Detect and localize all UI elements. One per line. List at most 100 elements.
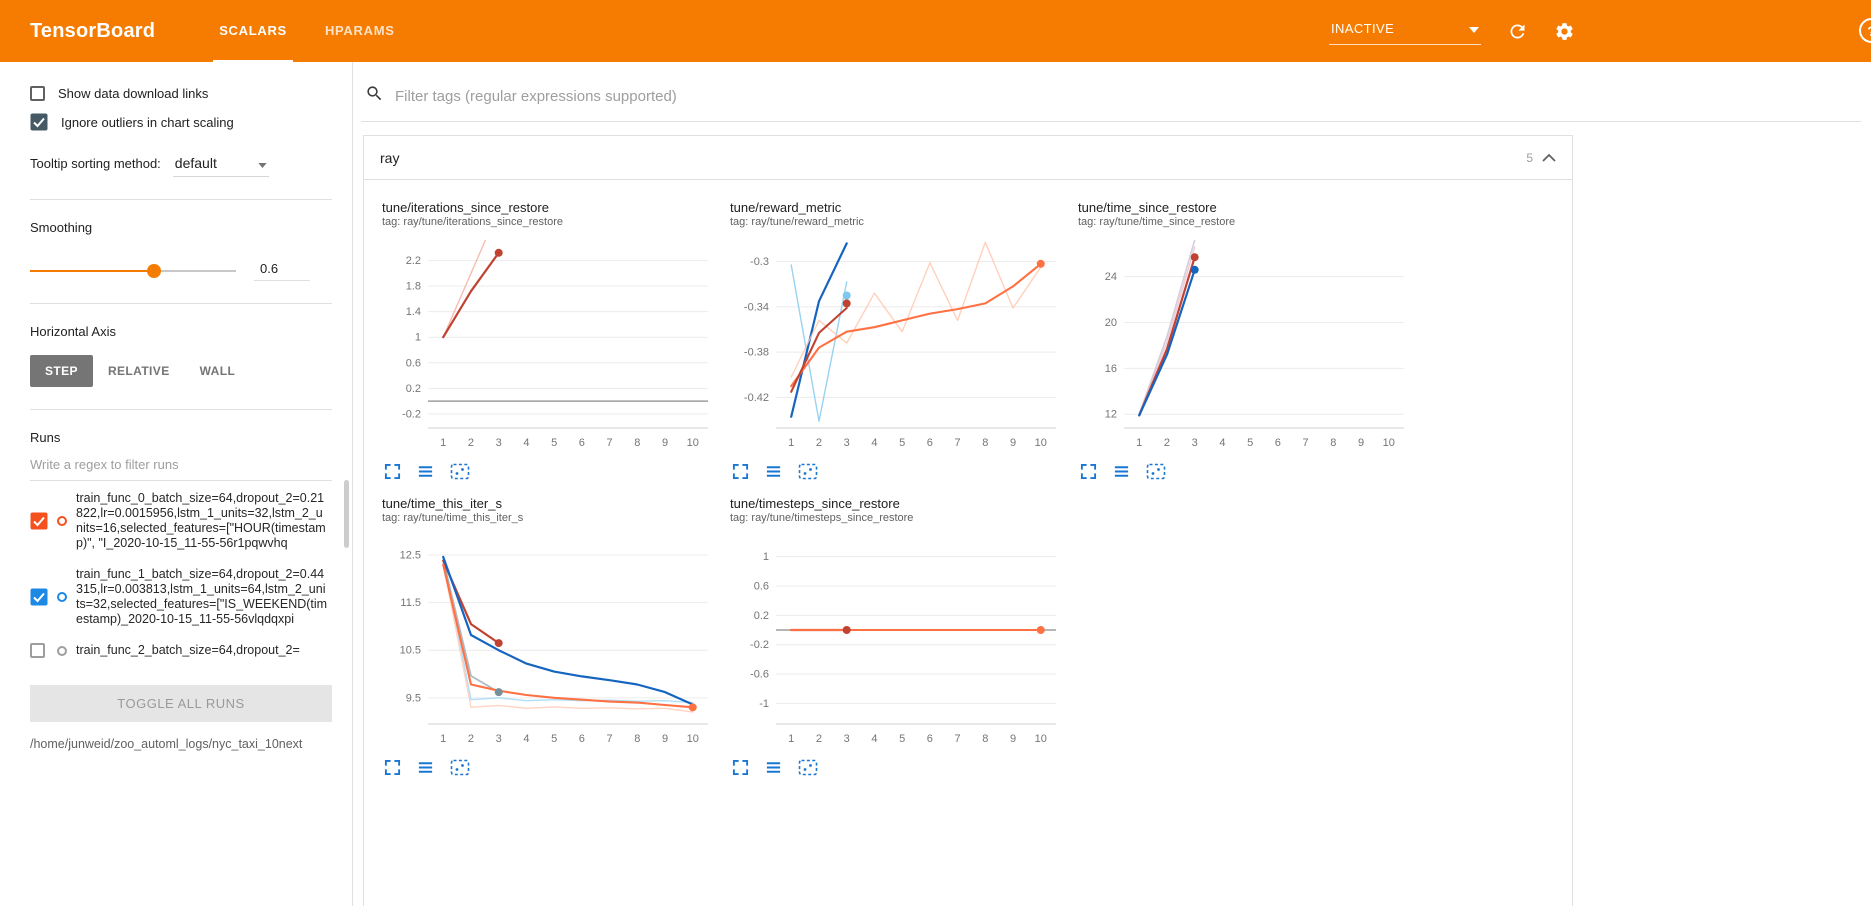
svg-text:4: 4	[523, 733, 529, 745]
help-icon[interactable]: ?	[1859, 18, 1871, 43]
sidebar-scrollbar-thumb[interactable]	[344, 480, 349, 548]
svg-text:6: 6	[579, 437, 585, 449]
axis-wall-button[interactable]: WALL	[185, 355, 251, 387]
svg-text:-1: -1	[759, 698, 769, 710]
svg-text:12: 12	[1105, 409, 1117, 421]
run-checkbox[interactable]	[30, 643, 45, 658]
chart-plot[interactable]: -0.2 0.2 0.6 1 1.4 1.8 2.2 1 2 3 4 5 6 7 8 9 10	[380, 232, 716, 454]
expand-chart-icon[interactable]	[1080, 463, 1097, 480]
menu-lines-icon[interactable]	[765, 759, 782, 776]
svg-text:1: 1	[415, 332, 421, 344]
svg-text:7: 7	[607, 733, 613, 745]
svg-text:2: 2	[468, 733, 474, 745]
menu-lines-icon[interactable]	[417, 759, 434, 776]
app-header: TensorBoard SCALARS HPARAMS INACTIVE ?	[0, 0, 1871, 62]
run-checkbox[interactable]	[30, 512, 48, 530]
chevron-down-icon	[258, 155, 267, 171]
svg-text:9: 9	[1010, 733, 1016, 745]
svg-text:10: 10	[1035, 733, 1047, 745]
charts-grid: tune/iterations_since_restore tag: ray/tu…	[364, 180, 1572, 790]
tag-filter-input[interactable]	[395, 87, 1857, 105]
chart-title: tune/time_since_restore	[1078, 200, 1217, 215]
search-icon	[365, 84, 384, 108]
fit-domain-icon[interactable]	[1146, 463, 1166, 480]
fit-domain-icon[interactable]	[450, 759, 470, 776]
tab-scalars[interactable]: SCALARS	[213, 0, 293, 62]
axis-step-button[interactable]: STEP	[30, 355, 93, 387]
svg-text:3: 3	[496, 733, 502, 745]
chart-toolbar	[1080, 463, 1416, 480]
chart-toolbar	[384, 759, 720, 776]
svg-text:6: 6	[579, 733, 585, 745]
menu-lines-icon[interactable]	[1113, 463, 1130, 480]
expand-chart-icon[interactable]	[732, 759, 749, 776]
tab-hparams[interactable]: HPARAMS	[324, 22, 395, 38]
svg-text:2: 2	[816, 733, 822, 745]
run-item[interactable]: train_func_0_batch_size=64,dropout_2=0.2…	[30, 483, 338, 559]
run-name: train_func_0_batch_size=64,dropout_2=0.2…	[76, 491, 326, 550]
smoothing-value[interactable]: 0.6	[254, 261, 310, 281]
chart-toolbar	[732, 463, 1068, 480]
chart-title: tune/reward_metric	[730, 200, 842, 215]
run-color-swatch[interactable]	[57, 645, 67, 656]
menu-lines-icon[interactable]	[765, 463, 782, 480]
expand-chart-icon[interactable]	[732, 463, 749, 480]
fit-domain-icon[interactable]	[450, 463, 470, 480]
chart-card: tune/time_since_restore tag: ray/tune/tim…	[1076, 194, 1416, 480]
tooltip-sorting-label: Tooltip sorting method:	[30, 156, 161, 171]
run-checkbox[interactable]	[30, 588, 48, 606]
svg-text:8: 8	[982, 437, 988, 449]
svg-text:7: 7	[955, 437, 961, 449]
horizontal-axis-buttons: STEP RELATIVE WALL	[30, 355, 352, 387]
fit-domain-icon[interactable]	[798, 463, 818, 480]
smoothing-row: 0.6	[30, 261, 352, 281]
runs-list: train_func_0_batch_size=64,dropout_2=0.2…	[30, 483, 338, 679]
svg-text:5: 5	[551, 733, 557, 745]
chevron-up-icon[interactable]	[1542, 153, 1556, 162]
chart-plot[interactable]: 9.5 10.5 11.5 12.5 1 2 3 4 5 6 7 8 9 10	[380, 528, 716, 750]
expand-chart-icon[interactable]	[384, 463, 401, 480]
runs-filter-input[interactable]	[30, 449, 332, 481]
svg-text:0.6: 0.6	[754, 580, 769, 592]
run-item[interactable]: train_func_2_batch_size=64,dropout_2=	[30, 635, 338, 666]
svg-text:4: 4	[871, 437, 877, 449]
tooltip-sorting-dropdown[interactable]: default	[172, 155, 269, 177]
toggle-all-runs-button[interactable]: TOGGLE ALL RUNS	[30, 685, 332, 722]
ignore-outliers-checkbox[interactable]: Ignore outliers in chart scaling	[30, 113, 352, 131]
chart-tag: tag: ray/tune/iterations_since_restore	[382, 216, 563, 228]
svg-text:1: 1	[763, 551, 769, 563]
svg-text:0.2: 0.2	[406, 383, 421, 395]
chart-card: tune/reward_metric tag: ray/tune/reward_m…	[728, 194, 1068, 480]
tag-group-header[interactable]: ray 5	[364, 136, 1572, 180]
show-download-links-checkbox[interactable]: Show data download links	[30, 86, 352, 101]
run-color-swatch[interactable]	[57, 516, 67, 526]
menu-lines-icon[interactable]	[417, 463, 434, 480]
checkbox-checked-icon	[30, 113, 48, 131]
axis-relative-button[interactable]: RELATIVE	[93, 355, 185, 387]
run-item[interactable]: train_func_1_batch_size=64,dropout_2=0.4…	[30, 559, 338, 635]
chart-title: tune/iterations_since_restore	[382, 200, 549, 215]
sidebar: Show data download links Ignore outliers…	[0, 62, 353, 906]
svg-text:-0.42: -0.42	[744, 392, 769, 404]
svg-text:20: 20	[1105, 317, 1117, 329]
svg-text:9.5: 9.5	[406, 692, 421, 704]
refresh-icon[interactable]	[1507, 21, 1528, 42]
smoothing-slider[interactable]	[30, 264, 236, 278]
run-color-swatch[interactable]	[57, 592, 67, 602]
expand-chart-icon[interactable]	[384, 759, 401, 776]
svg-text:10: 10	[1035, 437, 1047, 449]
settings-gear-icon[interactable]	[1554, 21, 1575, 42]
smoothing-slider-thumb[interactable]	[146, 264, 161, 278]
svg-text:-0.2: -0.2	[750, 639, 769, 651]
status-dropdown[interactable]: INACTIVE	[1329, 17, 1481, 45]
divider	[30, 409, 332, 410]
chart-plot[interactable]: -1 -0.6 -0.2 0.2 0.6 1 1 2 3 4 5 6 7 8 9 10	[728, 528, 1064, 750]
fit-domain-icon[interactable]	[798, 759, 818, 776]
chart-toolbar	[732, 759, 1068, 776]
checkbox-label: Show data download links	[58, 86, 209, 101]
svg-text:-0.6: -0.6	[750, 669, 769, 681]
chart-plot[interactable]: -0.42 -0.38 -0.34 -0.3 1 2 3 4 5 6 7 8 9 10	[728, 232, 1064, 454]
svg-text:5: 5	[551, 437, 557, 449]
svg-text:5: 5	[1247, 437, 1253, 449]
